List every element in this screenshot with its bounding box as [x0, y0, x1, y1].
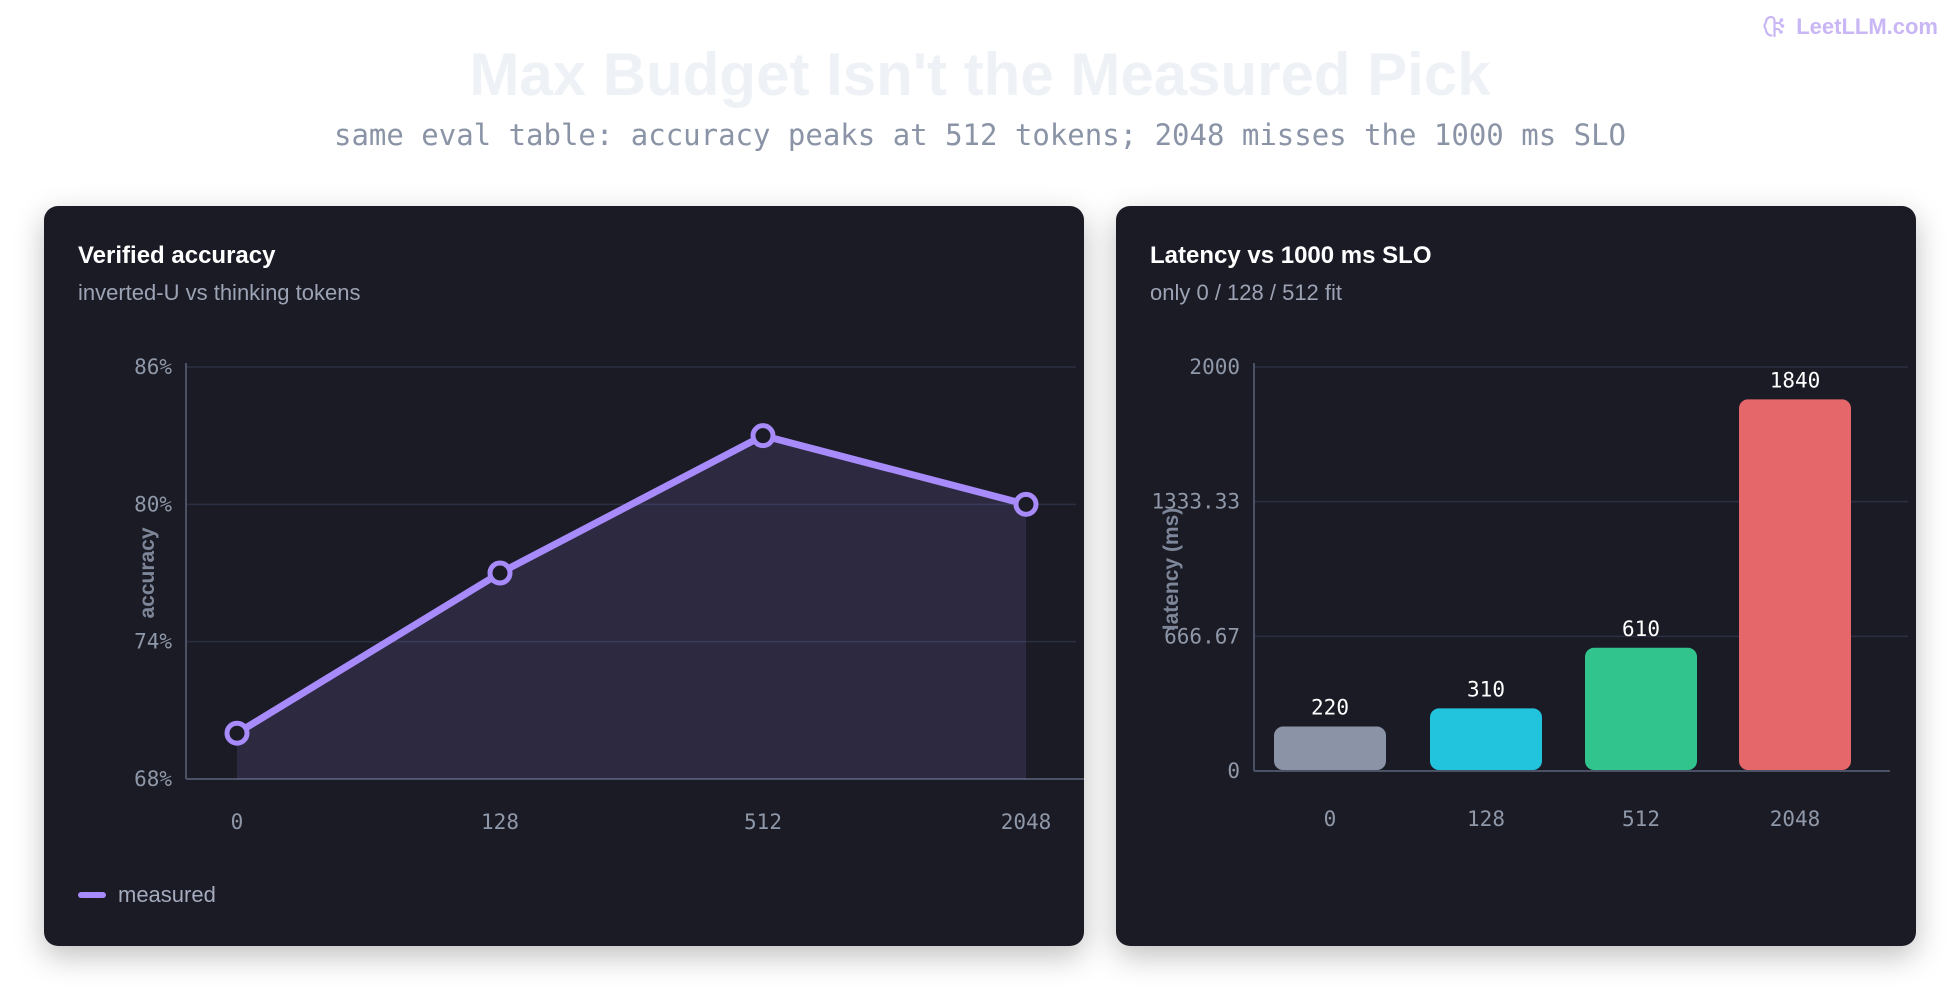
brain-icon: [1763, 15, 1785, 38]
bar-value-label: 310: [1467, 677, 1505, 701]
x-tick-label: 512: [1622, 807, 1660, 831]
y-tick-label: 74%: [134, 630, 172, 654]
page-subtitle: same eval table: accuracy peaks at 512 t…: [333, 118, 1626, 152]
bar-512: [1585, 647, 1697, 770]
bar-0: [1274, 726, 1386, 770]
brand[interactable]: LeetLLM.com: [1762, 14, 1938, 40]
brand-name: LeetLLM.com: [1796, 14, 1938, 39]
x-tick-label: 128: [1467, 807, 1505, 831]
y-tick-label: 86%: [134, 355, 172, 379]
bar-128: [1430, 708, 1542, 770]
data-point: [487, 560, 513, 586]
bar-value-label: 610: [1622, 617, 1660, 641]
series-line-measured: [233, 432, 1030, 737]
x-tick-label: 2048: [1770, 807, 1821, 831]
y-tick-label: 2000: [1189, 355, 1240, 379]
y-axis-title: latency (ms): [1160, 508, 1183, 631]
bar-value-label: 1840: [1770, 368, 1821, 392]
accuracy-legend: measured: [78, 882, 216, 908]
y-axis-title: accuracy: [136, 527, 159, 618]
series-area: [237, 435, 1026, 779]
y-tick-label: 80%: [134, 492, 172, 516]
x-tick-label: 0: [1324, 807, 1337, 831]
latency-chart: 0 666.67 1333.33 2000 latency (ms) 220 0 310 128…: [1151, 355, 1908, 831]
page-title: Max Budget Isn't the Measured Pick: [469, 41, 1491, 108]
data-point: [1013, 491, 1039, 517]
accuracy-panel: Verified accuracy inverted-U vs thinking…: [44, 206, 1084, 946]
accuracy-panel-title: Verified accuracy: [78, 242, 276, 269]
accuracy-panel-subtitle: inverted-U vs thinking tokens: [78, 280, 361, 305]
bar-value-label: 220: [1311, 696, 1349, 720]
accuracy-chart: 68% 74% 80% 86% 0 128 512 2048 accuracy: [134, 355, 1084, 834]
x-tick-label: 128: [481, 810, 519, 834]
y-tick-label: 666.67: [1164, 624, 1240, 648]
latency-panel: Latency vs 1000 ms SLO only 0 / 128 / 51…: [1116, 206, 1916, 946]
y-tick-label: 1333.33: [1151, 490, 1240, 514]
bar-2048: [1739, 399, 1851, 770]
legend-swatch: [78, 892, 106, 898]
x-tick-label: 0: [231, 810, 244, 834]
y-tick-label: 68%: [134, 767, 172, 791]
legend-label: measured: [118, 882, 216, 907]
data-point: [224, 720, 250, 746]
latency-panel-subtitle: only 0 / 128 / 512 fit: [1150, 280, 1343, 305]
y-tick-label: 0: [1227, 759, 1240, 783]
data-point: [750, 423, 776, 449]
x-tick-label: 2048: [1001, 810, 1052, 834]
x-tick-label: 512: [744, 810, 782, 834]
latency-panel-title: Latency vs 1000 ms SLO: [1150, 242, 1432, 269]
